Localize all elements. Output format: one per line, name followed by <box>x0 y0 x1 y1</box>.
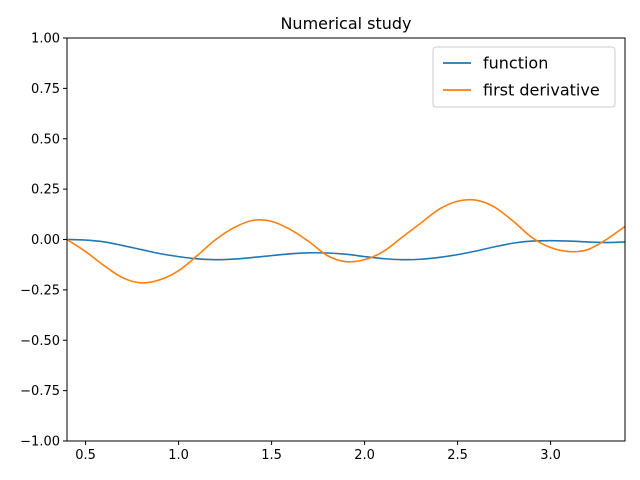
legend-label: function <box>483 54 548 73</box>
x-tick-label: 2.5 <box>447 448 468 463</box>
legend-label: first derivative <box>483 81 600 100</box>
y-tick-label: −1.00 <box>20 435 60 450</box>
y-tick-label: −0.25 <box>20 283 60 298</box>
x-tick-label: 1.5 <box>261 448 282 463</box>
legend: function first derivative <box>432 46 616 108</box>
x-tick-label: 1.0 <box>168 448 189 463</box>
chart-title: Numerical study <box>280 14 411 33</box>
y-tick-label: −0.50 <box>20 334 60 349</box>
legend-box <box>432 46 616 108</box>
series-line-first-derivative <box>67 198 625 284</box>
y-tick-label: 1.00 <box>31 32 60 47</box>
x-tick-label: 0.5 <box>75 448 96 463</box>
y-tick-label: 0.25 <box>31 183 60 198</box>
y-tick-label: 0.75 <box>31 82 60 97</box>
x-tick-label: 3.0 <box>540 448 561 463</box>
x-tick-label: 2.0 <box>354 448 375 463</box>
plot-area <box>67 198 625 284</box>
y-tick-label: −0.75 <box>20 384 60 399</box>
y-tick-label: 0.00 <box>31 233 60 248</box>
axis-ticks: 0.5 1.0 1.5 2.0 2.5 3.0 −1.00 −0.75 −0.50 −0.25 0.… <box>20 32 561 464</box>
y-tick-label: 0.50 <box>31 132 60 147</box>
series-line-function <box>67 238 625 261</box>
